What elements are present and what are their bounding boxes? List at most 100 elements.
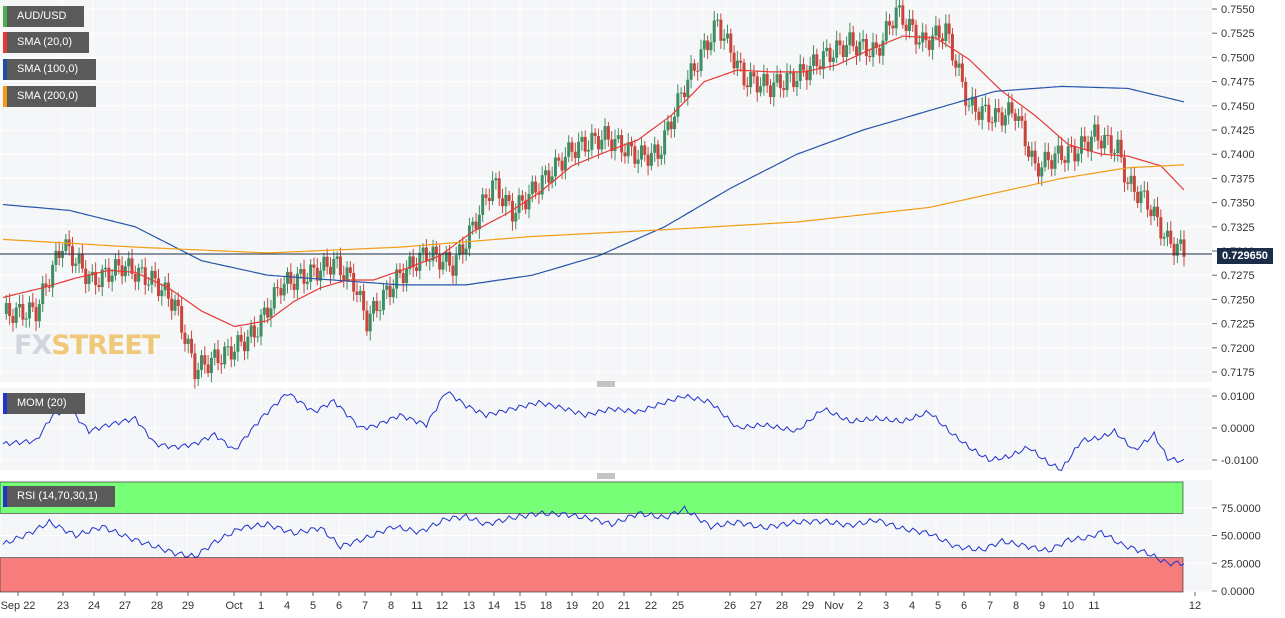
candle-down [977,111,981,120]
mom-panel-bg [0,388,1212,470]
candle-up [550,176,554,183]
candle-up [821,51,825,70]
candle-down [401,273,405,284]
candle-up [213,349,217,358]
candle-down [805,70,809,81]
rsi-overbought-zone [0,481,1184,514]
candle-up [1066,146,1070,163]
candle-up [249,325,253,337]
candle-down [593,132,597,137]
time-tick-label: 18 [540,600,552,612]
candle-down [252,325,256,338]
candle-down [755,76,759,93]
candle-up [305,281,309,284]
candle-down [133,273,137,282]
candlestick-series [4,0,1186,389]
candle-down [315,267,319,281]
candle-up [626,142,630,157]
price-tick-label: 0.7550 [1221,4,1255,16]
time-tick-label: Sep 22 [1,600,36,612]
candle-up [1076,153,1080,162]
candle-up [41,283,45,305]
candle-up [931,35,935,50]
candle-up [811,54,815,66]
candle-up [408,256,412,270]
candle-down [964,81,968,106]
candle-down [864,38,868,57]
mom-panel-resize-handle[interactable] [597,473,615,479]
legend-mom[interactable]: MOM (20) [3,393,85,414]
candle-down [415,267,419,271]
mom-series [2,391,1185,471]
candle-down [47,286,51,288]
candle-down [782,88,786,91]
candle-down [606,126,610,140]
legend-rsi[interactable]: RSI (14,70,30,1) [3,486,115,507]
candle-up [1162,237,1166,239]
candle-down [987,104,991,123]
legend-swatch [3,59,7,80]
time-tick-label: 6 [336,600,342,612]
candle-up [653,144,657,153]
candle-down [1070,146,1074,148]
candle-up [4,303,8,314]
mom-tick-label: 0.0000 [1221,423,1255,435]
legend-sma20[interactable]: SMA (20,0) [3,32,89,53]
legend-swatch [3,393,7,414]
fxstreet-logo: FXSTREET [14,330,160,361]
candle-down [312,264,316,268]
candle-down [1156,206,1160,218]
candle-down [732,52,736,69]
legend-sma100[interactable]: SMA (100,0) [3,59,96,80]
candle-down [21,303,25,320]
candle-up [381,289,385,311]
candle-down [911,18,915,25]
legend-label: MOM (20) [17,397,67,409]
candle-down [451,265,455,276]
candle-up [702,40,706,50]
candle-up [24,318,28,320]
candle-down [176,299,180,307]
candle-down [352,272,356,292]
candle-up [514,212,518,222]
candle-up [418,252,422,271]
candle-down [828,47,832,63]
candle-up [699,49,703,71]
legend-label: SMA (20,0) [17,36,73,48]
candle-down [1106,134,1110,136]
candle-up [848,32,852,46]
candle-down [1122,157,1126,183]
time-tick-label: 12 [436,600,448,612]
time-tick-label: 2 [857,600,863,612]
legend-audusd[interactable]: AUD/USD [3,6,84,27]
candle-down [219,363,223,365]
legend-sma200[interactable]: SMA (200,0) [3,86,96,107]
candle-down [752,72,756,77]
candle-down [239,335,243,342]
candle-up [467,225,471,249]
candle-down [745,85,749,88]
candle-down [924,32,928,41]
candle-up [104,267,108,270]
candle-down [947,23,951,34]
candle-up [762,73,766,87]
candle-up [871,42,875,58]
time-tick-label: 4 [909,600,915,612]
candle-down [365,310,369,332]
candle-down [630,142,634,147]
candle-up [1129,175,1133,184]
candle-up [735,60,739,69]
candle-down [802,64,806,71]
candle-up [295,273,299,290]
candle-up [236,335,240,352]
candle-up [894,7,898,29]
time-tick-label: 14 [488,600,500,612]
candle-down [348,267,352,273]
candle-up [544,170,548,176]
candle-down [276,287,280,289]
candle-down [768,85,772,97]
candle-down [216,349,220,364]
price-panel-resize-handle[interactable] [597,381,615,387]
time-tick-label: 28 [776,600,788,612]
candle-up [587,149,591,152]
